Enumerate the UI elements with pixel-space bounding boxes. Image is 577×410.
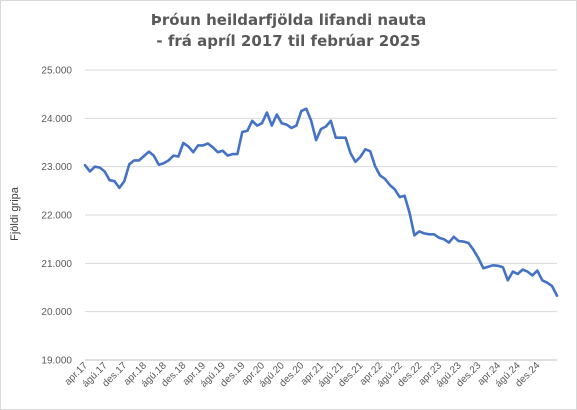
y-tick-label: 24.000 [41,114,72,125]
gridlines [85,69,557,361]
y-axis: 19.000 20.000 21.000 22.000 23.000 24.000 25.0… [41,66,72,367]
x-axis: apr.17ágú.17des.17apr.18ágú.18des.18apr.… [63,360,543,390]
chart-title-line-1: Þróun heildarfjölda lifandi nauta [150,11,427,29]
y-tick-label: 20.000 [41,307,72,318]
y-axis-label: Fjöldi gripa [9,186,21,241]
series-line-0 [83,107,559,298]
y-tick-label: 22.000 [41,211,72,222]
y-tick-label: 23.000 [41,162,72,173]
y-tick-label: 21.000 [41,259,72,270]
series-group [83,107,559,298]
chart-title: Þróun heildarfjölda lifandi nauta - frá … [1,10,576,52]
y-tick-label: 25.000 [41,66,72,77]
chart-title-line-2: - frá apríl 2017 til febrúar 2025 [156,32,421,50]
y-tick-label: 19.000 [41,356,72,367]
